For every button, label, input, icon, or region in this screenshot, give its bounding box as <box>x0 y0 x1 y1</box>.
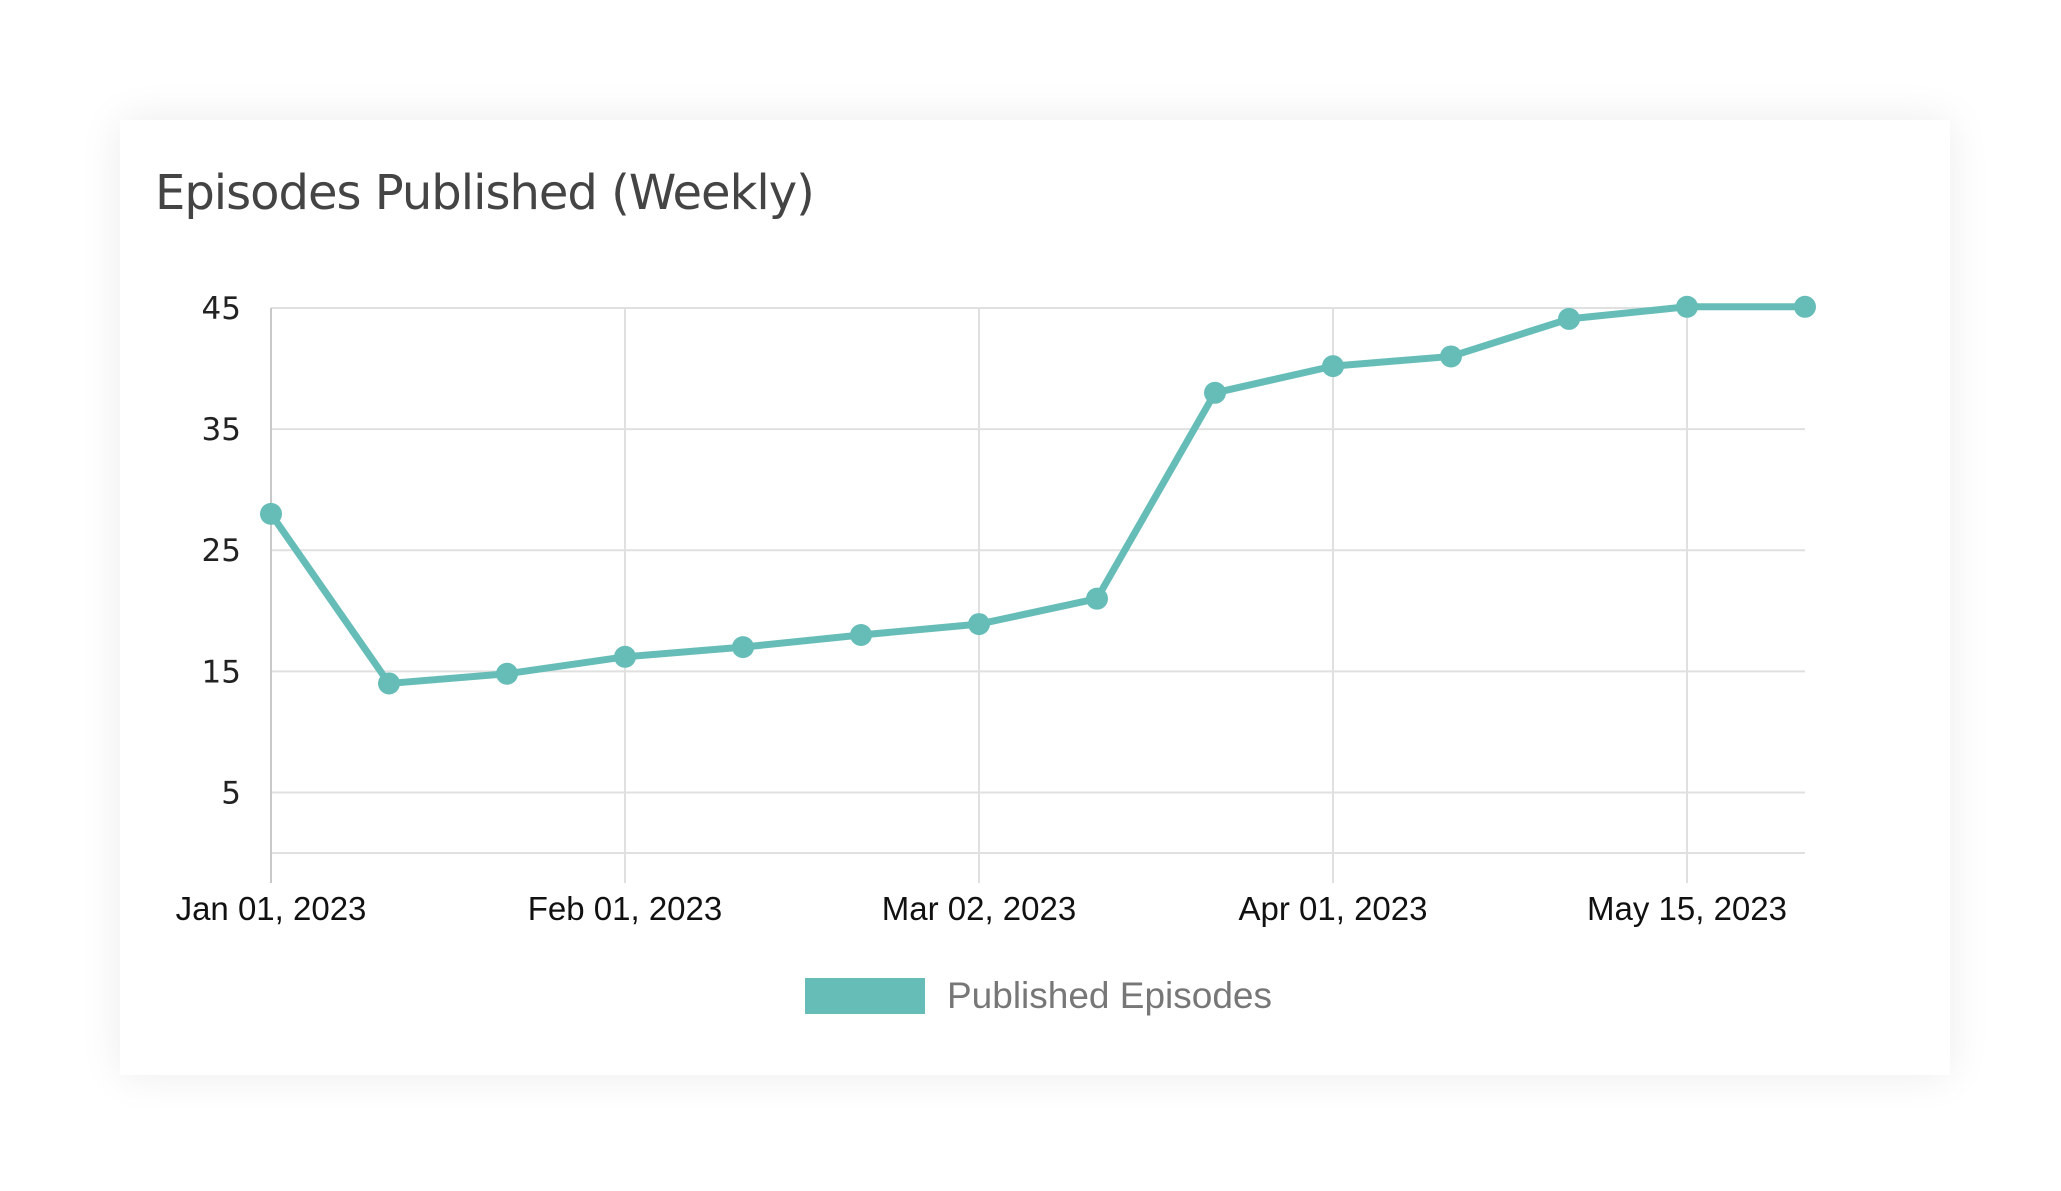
chart-card <box>120 120 1950 1075</box>
data-point <box>260 502 282 525</box>
data-point <box>968 613 990 636</box>
data-point <box>1794 295 1816 318</box>
data-point <box>496 662 518 685</box>
y-tick-label: 45 <box>202 291 241 327</box>
y-tick-label: 35 <box>202 412 241 448</box>
data-point <box>1086 587 1108 610</box>
data-point <box>1440 345 1462 368</box>
data-point <box>732 636 754 659</box>
y-tick-label: 25 <box>202 533 241 569</box>
y-tick-label: 15 <box>202 654 241 690</box>
data-point <box>378 672 400 695</box>
x-tick-label: Apr 01, 2023 <box>1239 890 1428 927</box>
data-point <box>614 645 636 668</box>
x-tick-label: Jan 01, 2023 <box>176 890 367 927</box>
data-point <box>1322 355 1344 378</box>
legend-label: Published Episodes <box>947 975 1272 1016</box>
data-point <box>1558 307 1580 330</box>
x-tick-label: May 15, 2023 <box>1587 890 1787 927</box>
series-line <box>268 303 1805 687</box>
data-point <box>1676 295 1698 318</box>
legend[interactable]: Published Episodes <box>805 975 1272 1017</box>
chart-title: Episodes Published (Weekly) <box>155 165 815 221</box>
x-tick-label: Feb 01, 2023 <box>528 890 723 927</box>
data-point <box>850 624 872 646</box>
legend-swatch <box>805 978 925 1014</box>
x-tick-label: Mar 02, 2023 <box>882 890 1076 927</box>
data-point <box>1204 381 1226 404</box>
y-tick-label: 5 <box>221 775 241 811</box>
